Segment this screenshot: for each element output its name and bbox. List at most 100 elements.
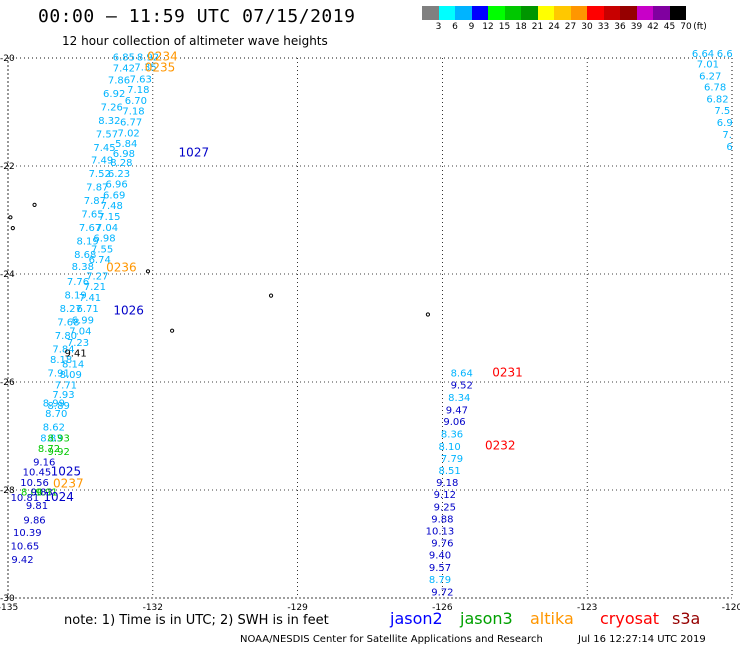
swh-value: 8.79 [429,575,451,586]
legend-swatch [636,6,653,20]
swh-value: 8.19 [64,290,86,301]
swh-value: 8.27 [60,304,82,315]
swh-value: 7.71 [55,380,77,391]
swh-value: 7.87 [86,182,108,193]
swh-value: 10.13 [426,526,455,537]
swh-value: 8.10 [439,442,461,453]
swh-value: 7.04 [96,223,118,234]
swh-value: 7. [722,130,732,141]
swh-value: 9.57 [429,563,451,574]
pass-time-label: 1025 [51,464,82,478]
lat-tick-label: -24 [0,270,15,280]
swh-value: 7.27 [86,271,108,282]
swh-value: 6.9 [717,118,733,129]
swh-value: 7.48 [101,201,123,212]
swh-value: 6.74 [89,255,111,266]
lon-tick-label: -129 [287,603,308,613]
island-marker [170,328,175,333]
swh-value: 7.67 [79,223,101,234]
swh-value: 9.40 [429,551,451,562]
swh-value: 6.70 [125,96,147,107]
legend-label: 45 [663,22,676,32]
swh-value: 10.45 [23,467,52,478]
swh-value: 6.85 [113,53,135,64]
swh-value: 9.16 [33,458,55,469]
swh-value: 8.70 [45,409,67,420]
lon-tick-label: -120 [722,603,740,613]
swh-value: 6.64 [692,49,714,60]
swh-value: 6.77 [120,118,142,129]
legend-swatch [587,6,604,20]
swh-value: 7.02 [118,128,140,139]
swh-value: 8.36 [441,430,463,441]
swh-value: 6.98 [113,149,135,160]
swh-value: 7.68 [57,317,79,328]
swh-value: 8.28 [110,158,132,169]
swh-value: 6.23 [108,169,130,180]
legend-label: 39 [630,22,643,32]
legend-label: 3 [435,22,442,32]
lon-tick-label: -126 [432,603,453,613]
swh-value: 5.84 [115,139,137,150]
swh-value: 6.92 [103,89,125,100]
lon-tick-label: -132 [143,603,163,613]
swh-value: 7.45 [93,143,115,154]
swh-value: 9.86 [23,515,45,526]
lat-tick-label: -28 [0,486,15,496]
island-marker [425,312,431,317]
swh-value: 7.63 [130,74,152,85]
swh-value: 7.18 [127,85,149,96]
legend-swatch [455,6,472,20]
legend-label: (ft) [693,22,707,32]
swh-value: 7.41 [79,293,101,304]
legend-label: 33 [597,22,610,32]
swh-value: 8.14 [62,359,84,370]
pass-time-label: 0231 [492,366,523,380]
swh-value: 6.78 [704,82,726,93]
swh-value: 6.98 [93,234,115,245]
swh-value: 9.88 [431,514,453,525]
swh-value: 8.00 [21,487,43,498]
credit-text: NOAA/NESDIS Center for Satellite Applica… [240,634,543,645]
swh-value: 10.81 [11,493,40,504]
swh-value: 7.04 [69,326,91,337]
legend-label: 12 [482,22,494,32]
swh-value: 7.87 [84,196,106,207]
island-marker [10,226,15,231]
swh-value: 6.96 [105,180,127,191]
swh-value: 8.72 [38,444,60,455]
satellite-cryosat: cryosat [600,609,660,628]
legend-label: 9 [468,22,475,32]
swh-value: 7.42 [113,64,135,75]
swh-value: 9.41 [64,349,86,360]
swh-value: 9.91 [35,487,57,498]
swh-value: 9.72 [431,587,453,598]
swh-value: 8.68 [74,250,96,261]
pass-time-label: 1027 [179,145,210,159]
legend-swatch [504,6,521,20]
swh-value: 7.21 [84,282,106,293]
legend-swatch [669,6,686,20]
legend-swatch [488,6,505,20]
legend-label: 6 [452,22,458,32]
swh-value: 9.76 [431,539,453,550]
swh-value: 9.47 [446,405,468,416]
swh-value: 9.52 [451,380,473,391]
swh-value: 8.51 [439,466,461,477]
swh-value: 9.92 [48,447,70,458]
satellite-jason2: jason2 [390,609,443,628]
legend-swatch [422,6,439,20]
swh-value: 6.82 [706,94,728,105]
footer-note: note: 1) Time is in UTC; 2) SWH is in fe… [64,613,329,628]
swh-value: 7.57 [96,129,118,140]
legend-swatch [471,6,488,20]
swh-value: 8.19 [77,236,99,247]
swh-value: 6.99 [72,316,94,327]
swh-value: 9.06 [443,417,465,428]
swh-value: 7.35 [134,62,156,73]
legend-label: 30 [581,22,593,32]
lat-tick-label: -20 [0,54,15,64]
legend-swatch [521,6,538,20]
pass-time-label: 0235 [145,61,176,75]
swh-value: 7.18 [122,107,144,118]
